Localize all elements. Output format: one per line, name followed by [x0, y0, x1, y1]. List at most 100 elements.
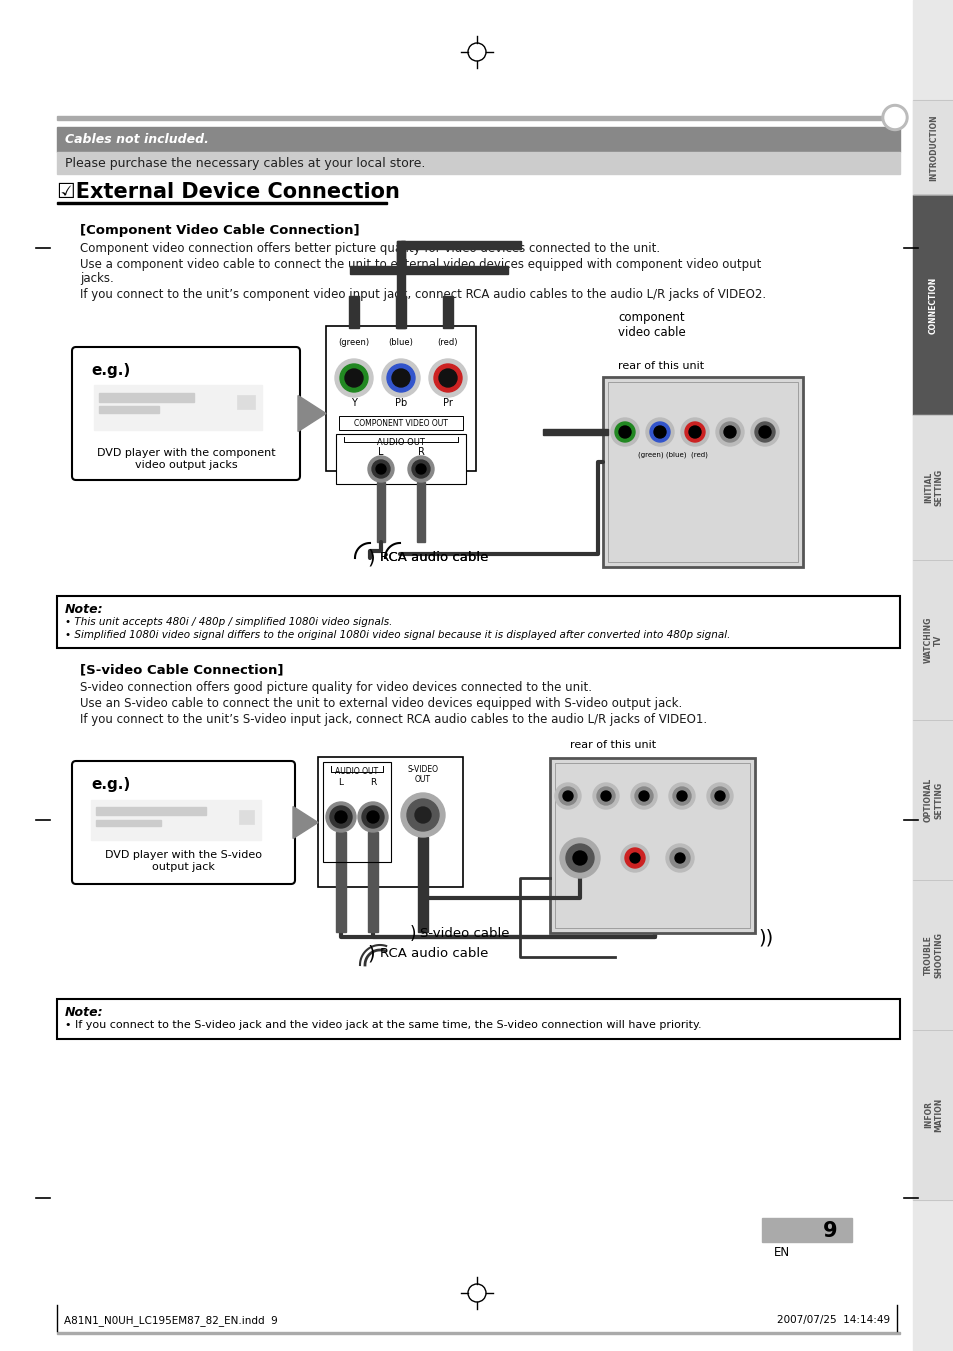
Text: OPTIONAL
SETTING: OPTIONAL SETTING	[923, 778, 943, 823]
Circle shape	[392, 369, 410, 386]
Text: L: L	[338, 778, 343, 788]
Circle shape	[368, 457, 394, 482]
Bar	[57, 1332, 899, 1333]
Text: A81N1_N0UH_LC195EM87_82_EN.indd  9: A81N1_N0UH_LC195EM87_82_EN.indd 9	[64, 1315, 277, 1325]
Text: AUDIO OUT: AUDIO OUT	[376, 438, 424, 447]
Text: • Simplified 1080i video signal differs to the original 1080i video signal becau: • Simplified 1080i video signal differs …	[65, 630, 730, 640]
Circle shape	[720, 422, 740, 442]
Circle shape	[624, 848, 644, 867]
Text: Note:: Note:	[65, 1006, 104, 1019]
Circle shape	[438, 369, 456, 386]
Bar	[335, 832, 346, 932]
Text: e.g.): e.g.)	[91, 363, 131, 378]
Circle shape	[400, 793, 444, 838]
Bar	[91, 800, 261, 840]
FancyBboxPatch shape	[71, 347, 299, 480]
Text: jacks.: jacks.	[80, 272, 113, 285]
Text: e.g.): e.g.)	[91, 777, 131, 792]
Circle shape	[407, 798, 438, 831]
Text: ☑External Device Connection: ☑External Device Connection	[57, 182, 399, 203]
Text: ): )	[410, 925, 416, 943]
Circle shape	[357, 802, 388, 832]
Text: )): ))	[758, 929, 773, 948]
Text: WATCHING
TV: WATCHING TV	[923, 617, 943, 663]
Bar	[376, 482, 385, 542]
Circle shape	[688, 426, 700, 438]
Text: 2007/07/25  14:14:49: 2007/07/25 14:14:49	[776, 1315, 889, 1325]
Bar	[57, 998, 899, 1039]
Bar	[542, 430, 607, 435]
Circle shape	[677, 790, 686, 801]
Bar	[417, 838, 428, 932]
Bar	[350, 266, 507, 274]
Text: S-VIDEO
OUT: S-VIDEO OUT	[407, 765, 438, 785]
Text: L: L	[377, 447, 383, 457]
Circle shape	[630, 784, 657, 809]
Bar	[396, 240, 405, 328]
Circle shape	[375, 463, 386, 474]
Circle shape	[387, 363, 415, 392]
Bar	[99, 393, 193, 403]
Text: S-video connection offers good picture quality for video devices connected to th: S-video connection offers good picture q…	[80, 681, 592, 694]
Circle shape	[367, 811, 378, 823]
Circle shape	[680, 417, 708, 446]
Circle shape	[339, 363, 368, 392]
Circle shape	[754, 422, 774, 442]
Bar	[395, 296, 406, 328]
Circle shape	[345, 369, 363, 386]
Circle shape	[615, 422, 635, 442]
Circle shape	[669, 848, 689, 867]
Text: (green): (green)	[338, 338, 369, 347]
Bar	[323, 762, 391, 862]
Circle shape	[675, 852, 684, 863]
Text: TROUBLE
SHOOTING: TROUBLE SHOOTING	[923, 932, 943, 978]
Bar	[555, 763, 749, 928]
Circle shape	[665, 844, 693, 871]
Bar	[57, 596, 899, 648]
Bar	[912, 880, 953, 1029]
Text: 9: 9	[821, 1221, 837, 1242]
Circle shape	[714, 790, 724, 801]
Bar	[607, 382, 797, 562]
Circle shape	[684, 422, 704, 442]
Circle shape	[620, 844, 648, 871]
Polygon shape	[293, 807, 317, 839]
Circle shape	[635, 788, 652, 805]
Bar	[912, 100, 953, 195]
Bar	[912, 720, 953, 880]
Text: component
video cable: component video cable	[618, 311, 685, 339]
Bar	[338, 416, 462, 430]
Text: Please purchase the necessary cables at your local store.: Please purchase the necessary cables at …	[65, 157, 425, 169]
Circle shape	[759, 426, 770, 438]
Circle shape	[593, 784, 618, 809]
Text: Cables not included.: Cables not included.	[65, 132, 209, 146]
Circle shape	[710, 788, 728, 805]
Circle shape	[750, 417, 779, 446]
Text: (blue): (blue)	[388, 338, 413, 347]
Circle shape	[381, 359, 419, 397]
Bar	[96, 807, 206, 815]
Circle shape	[330, 807, 352, 828]
Bar	[400, 240, 520, 249]
Bar	[912, 415, 953, 561]
Text: • This unit accepts 480i / 480p / simplified 1080i video signals.: • This unit accepts 480i / 480p / simpli…	[65, 617, 392, 627]
Circle shape	[649, 422, 669, 442]
Text: RCA audio cable: RCA audio cable	[379, 551, 488, 563]
Bar	[57, 153, 899, 174]
Bar	[57, 127, 899, 153]
Text: • If you connect to the S-video jack and the video jack at the same time, the S-: • If you connect to the S-video jack and…	[65, 1020, 700, 1029]
Circle shape	[372, 459, 390, 478]
Circle shape	[415, 807, 431, 823]
Text: Use an S-video cable to connect the unit to external video devices equipped with: Use an S-video cable to connect the unit…	[80, 697, 681, 711]
Circle shape	[610, 417, 639, 446]
Text: (green) (blue)  (red): (green) (blue) (red)	[638, 453, 707, 458]
Bar	[57, 203, 387, 204]
Text: ): )	[367, 549, 375, 567]
Circle shape	[434, 363, 461, 392]
Bar	[96, 820, 161, 825]
Text: rear of this unit: rear of this unit	[569, 740, 656, 750]
Text: Y: Y	[351, 399, 356, 408]
Bar	[99, 407, 159, 413]
Circle shape	[882, 104, 907, 131]
Circle shape	[618, 426, 630, 438]
